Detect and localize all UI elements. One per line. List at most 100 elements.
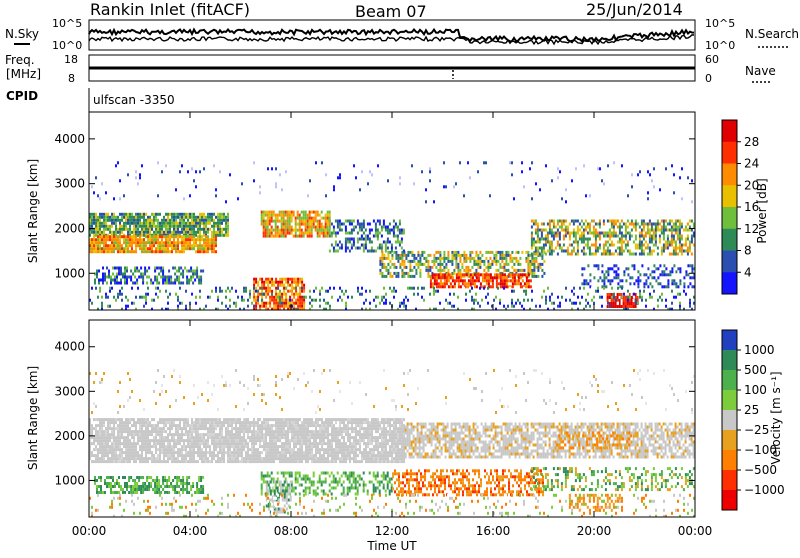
velocity-cell [223,451,225,454]
power-cell [199,231,201,234]
power-cell [279,296,281,299]
power-cell [462,273,464,276]
power-cell [381,263,383,266]
velocity-cell [231,460,233,463]
power-cell [377,296,379,299]
velocity-cell [113,445,115,448]
power-cell [385,229,387,232]
power-cell [611,299,613,302]
velocity-cell [145,421,147,424]
power-cell [679,293,681,296]
velocity-cell [231,451,233,454]
power-cell [93,191,95,194]
velocity-cell [223,454,225,457]
power-cell [541,247,543,250]
power-cell [193,235,195,238]
noise-ytick-left-top: 10^5 [52,17,82,30]
power-cell [91,241,93,244]
power-cell [196,267,198,270]
power-cell [629,305,631,308]
power-cell [569,223,571,226]
power-cell [375,235,377,238]
power-cell [599,296,601,299]
power-cell [595,235,597,238]
power-cell [181,222,183,225]
power-cell [635,247,637,250]
power-cell [357,241,359,244]
power-cell [299,217,301,220]
velocity-cell [131,442,133,445]
velocity-cell [231,427,233,430]
power-cell [399,241,401,244]
power-cell [201,222,203,225]
power-cell [537,226,539,229]
velocity-cell [251,421,253,424]
velocity-cell [199,448,201,451]
power-cell [179,287,181,290]
power-cell [621,244,623,247]
power-cell [647,247,649,250]
power-cell [105,250,107,253]
velocity-cell [203,418,205,421]
power-cell [537,266,539,269]
velocity-cell [149,433,151,436]
power-cell [151,241,153,244]
power-cell [679,247,681,250]
power-cell [193,225,195,228]
power-cell [653,238,655,241]
velocity-cell [165,460,167,463]
power-cell [177,225,179,228]
velocity-cell [149,451,151,454]
power-cell [199,213,201,216]
power-cell [291,284,293,287]
power-cell [593,296,595,299]
power-cell [637,279,639,282]
power-cell [143,234,145,237]
power-cell [639,235,641,238]
velocity-cell [229,457,231,460]
power-cell [125,222,127,225]
power-cell [579,229,581,232]
velocity-cell [191,433,193,436]
power-cell [93,213,95,216]
velocity-cell [137,442,139,445]
power-cell [411,287,413,290]
velocity-cell [257,418,259,421]
velocity-cell [219,433,221,436]
velocity-cell [157,439,159,442]
power-cell [613,161,615,164]
power-cell [438,273,440,276]
power-cell [91,222,93,225]
power-cell [541,238,543,241]
power-cell [625,279,627,282]
velocity-cell [181,436,183,439]
power-cell [299,214,301,217]
power-cell [683,282,685,285]
velocity-cell [179,454,181,457]
power-cell [417,260,419,263]
power-cell [689,250,691,253]
power-cell [481,302,483,305]
power-cell [289,278,291,281]
velocity-cell [189,430,191,433]
power-cell [205,216,207,219]
velocity-cell [121,424,123,427]
velocity-cell [177,439,179,442]
power-cell [301,299,303,302]
power-cell [107,296,109,299]
power-cell [401,232,403,235]
power-cell [673,250,675,253]
power-cell [223,219,225,222]
power-cell [437,263,439,266]
velocity-cell [253,448,255,451]
velocity-cell [97,439,99,442]
velocity-cell [241,448,243,451]
velocity-cell [93,448,95,451]
power-cell [185,213,187,216]
power-cell [507,305,509,308]
power-cell [301,278,303,281]
velocity-cell [173,418,175,421]
velocity-cell [99,418,101,421]
power-cell [519,269,521,272]
power-cell [107,305,109,308]
